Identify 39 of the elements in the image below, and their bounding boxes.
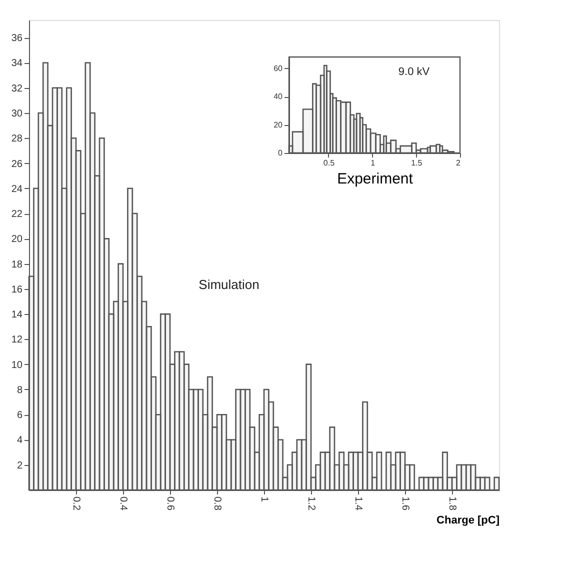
- y-tick-label: 22: [11, 209, 23, 220]
- annotation: Simulation: [198, 277, 260, 292]
- annotation: 9.0 kV: [398, 66, 430, 78]
- y-tick-label: 36: [11, 33, 23, 44]
- x-axis-title: Experiment: [337, 170, 414, 188]
- y-tick-label: 12: [11, 334, 23, 346]
- y-tick-label: 2: [16, 460, 23, 472]
- y-tick-label: 4: [16, 435, 23, 446]
- y-tick-label: 6: [16, 410, 23, 422]
- x-tick-label: 1.8: [446, 496, 458, 511]
- y-tick-label: 30: [11, 108, 23, 120]
- y-tick-label: 60: [274, 64, 284, 73]
- x-tick-label: 0.5: [323, 158, 336, 168]
- x-tick-label: 1.4: [352, 496, 364, 511]
- y-tick-label: 18: [11, 259, 23, 270]
- x-tick-label: 0.8: [212, 496, 222, 511]
- x-tick-label: 1.6: [400, 496, 410, 511]
- y-tick-label: 28: [11, 134, 23, 145]
- x-tick-label: 0.2: [70, 496, 82, 511]
- y-tick-label: 34: [11, 58, 23, 70]
- x-tick-label: 1: [258, 496, 270, 502]
- y-tick-label: 20: [274, 120, 284, 130]
- y-tick-label: 24: [11, 184, 23, 195]
- y-tick-label: 0: [278, 148, 284, 158]
- x-tick-label: 2: [456, 158, 462, 168]
- y-tick-label: 40: [274, 92, 284, 102]
- y-tick-label: 32: [11, 83, 23, 94]
- y-tick-label: 8: [16, 384, 23, 396]
- x-tick-label: 1.5: [411, 158, 423, 168]
- y-tick-label: 26: [11, 158, 23, 170]
- y-tick-label: 10: [11, 360, 23, 371]
- y-tick-label: 14: [11, 310, 23, 321]
- x-tick-label: 0.6: [164, 496, 176, 511]
- y-tick-label: 16: [11, 284, 23, 296]
- y-tick-label: 20: [11, 234, 23, 246]
- x-tick-label: 1: [370, 158, 376, 168]
- x-tick-label: 1.2: [306, 496, 316, 511]
- x-tick-label: 0.4: [118, 496, 128, 511]
- x-axis-title: Charge [pC]: [436, 514, 500, 526]
